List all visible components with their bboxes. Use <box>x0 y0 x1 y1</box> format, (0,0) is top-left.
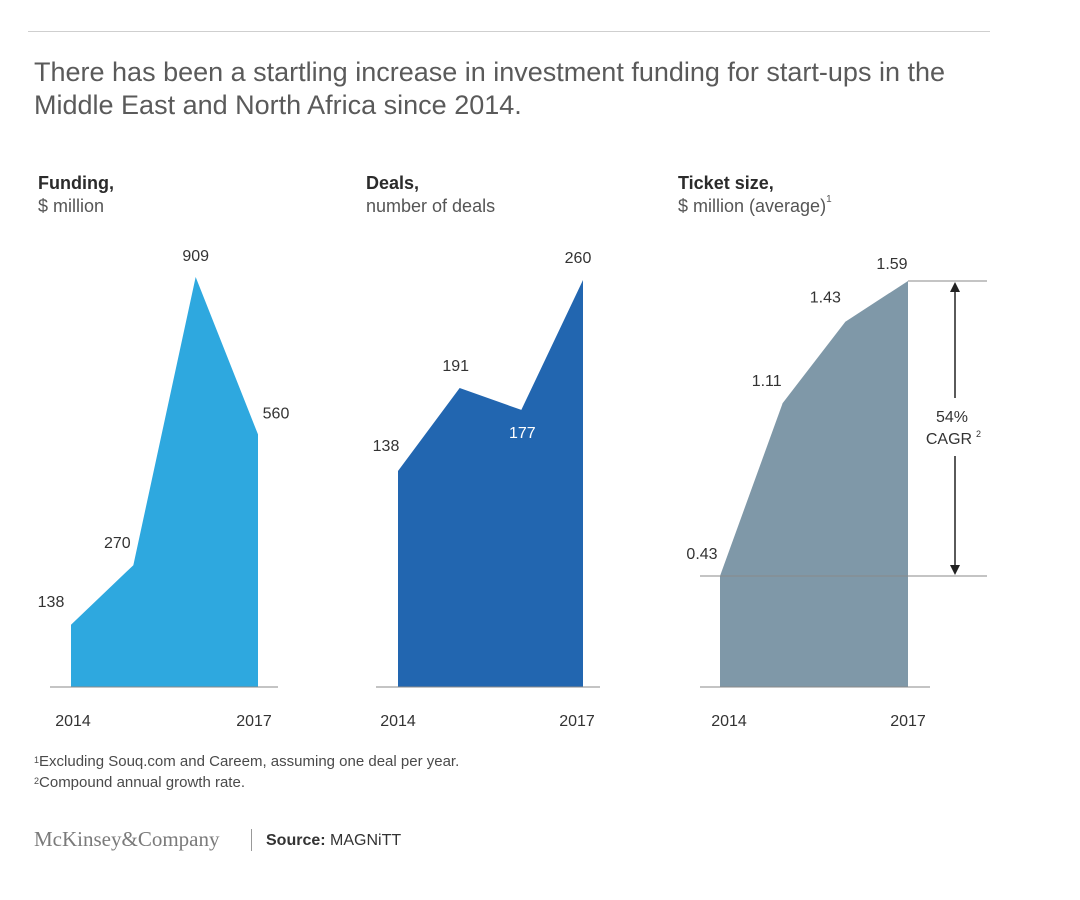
footnote-2-mark: 2 <box>34 776 40 786</box>
footnote-1: 1Excluding Souq.com and Careem, assuming… <box>34 751 459 772</box>
brand-logo: McKinsey&Company <box>34 827 220 851</box>
x-tick-label: 2014 <box>55 713 91 730</box>
deals-title: Deals, <box>366 173 420 193</box>
top-rule <box>28 31 990 32</box>
source-label: Source: <box>266 832 326 849</box>
brand-separator <box>251 829 252 851</box>
source-value: MAGNiTT <box>330 832 402 849</box>
data-label: 177 <box>509 425 536 442</box>
area-series-1 <box>398 280 583 687</box>
deals-chart: 138 191 177 260 2014 2017 <box>373 250 600 730</box>
ticket-title: Ticket size, <box>678 173 774 193</box>
funding-subtitle-text: $ million <box>38 196 105 216</box>
x-tick-label: 2017 <box>559 713 595 730</box>
funding-subtitle: $ million <box>38 196 104 217</box>
ticket-subtitle-text: $ million (average) <box>678 196 827 216</box>
data-label: 1.59 <box>876 256 907 273</box>
cagr-footnote-mark: 2 <box>976 429 981 439</box>
ticket-subtitle-footnote-mark: 1 <box>826 194 832 205</box>
data-label: 191 <box>442 358 469 375</box>
headline: There has been a startling increase in i… <box>34 57 945 120</box>
data-label: 138 <box>373 438 400 455</box>
data-label: 560 <box>263 405 290 422</box>
source-line: Source: MAGNiTT <box>266 832 401 850</box>
footnotes: 1Excluding Souq.com and Careem, assuming… <box>34 751 459 793</box>
funding-chart: 138 270 909 560 2014 2017 <box>38 248 290 730</box>
x-tick-label: 2017 <box>890 713 926 730</box>
arrow-up-icon <box>950 282 960 292</box>
area-series-0 <box>71 277 258 687</box>
footnote-1-mark: 1 <box>34 755 40 765</box>
data-label: 270 <box>104 535 131 552</box>
ticket-size-chart: 0.43 1.11 1.43 1.59 2014 2017 54% CAGR 2 <box>686 256 987 730</box>
arrow-down-icon <box>950 565 960 575</box>
data-label: 909 <box>182 248 209 265</box>
footnote-2: 2Compound annual growth rate. <box>34 772 459 793</box>
footnote-1-text: Excluding Souq.com and Careem, assuming … <box>39 753 460 770</box>
x-tick-label: 2017 <box>236 713 272 730</box>
data-label: 260 <box>565 250 592 267</box>
data-label: 0.43 <box>686 546 717 563</box>
footnote-2-text: Compound annual growth rate. <box>39 774 245 791</box>
cagr-value: 54% <box>936 409 968 426</box>
cagr-label: CAGR <box>926 431 972 448</box>
funding-title: Funding, <box>38 173 114 193</box>
ticket-subtitle: $ million (average)1 <box>678 194 832 217</box>
deals-subtitle-text: number of deals <box>366 196 496 216</box>
x-tick-label: 2014 <box>711 713 747 730</box>
area-series-2 <box>720 281 908 687</box>
data-label: 1.11 <box>752 373 782 390</box>
x-tick-label: 2014 <box>380 713 416 730</box>
deals-subtitle: number of deals <box>366 196 495 217</box>
data-label: 138 <box>38 594 65 611</box>
data-label: 1.43 <box>810 290 841 307</box>
